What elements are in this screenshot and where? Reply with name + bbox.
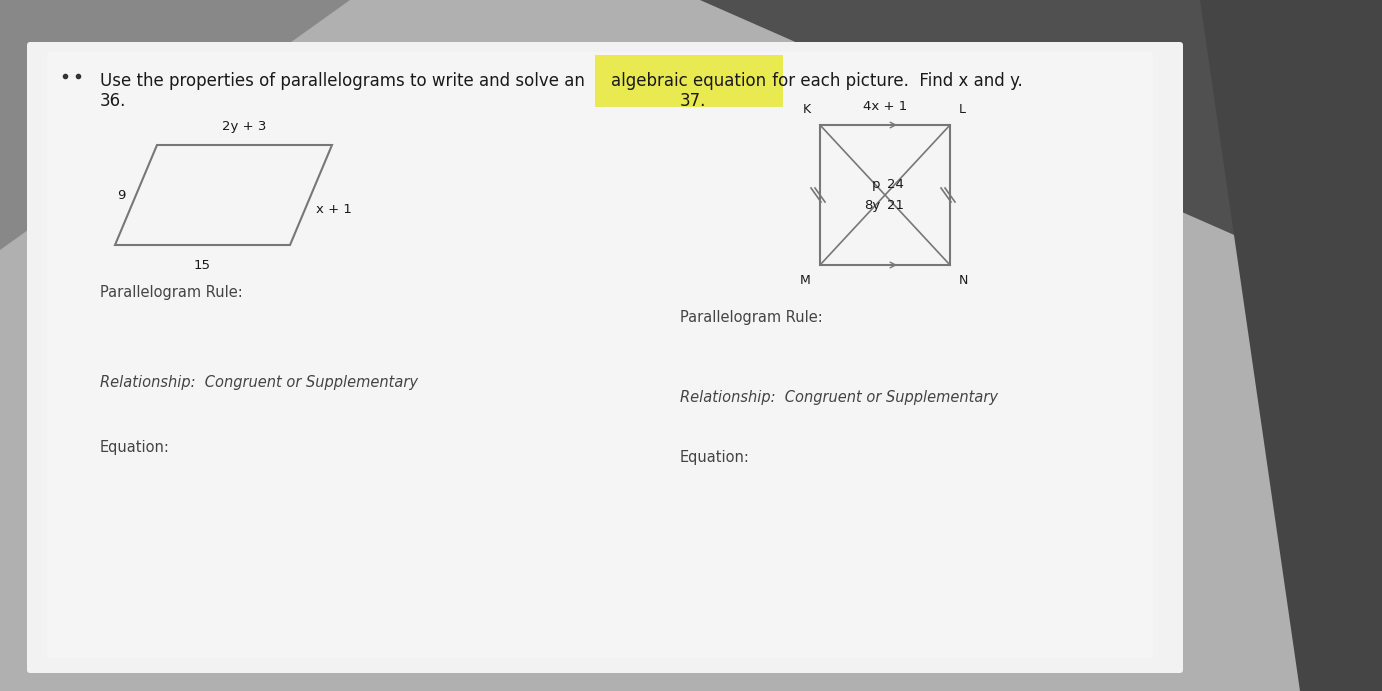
Polygon shape xyxy=(701,0,1382,300)
FancyBboxPatch shape xyxy=(47,52,1153,658)
Text: 2y + 3: 2y + 3 xyxy=(223,120,267,133)
Text: Equation:: Equation: xyxy=(100,440,170,455)
Text: 24: 24 xyxy=(887,178,904,191)
Text: L: L xyxy=(959,103,966,116)
Text: 9: 9 xyxy=(117,189,126,202)
Text: Parallelogram Rule:: Parallelogram Rule: xyxy=(100,285,243,300)
Text: 21: 21 xyxy=(887,199,904,212)
Text: 15: 15 xyxy=(193,259,211,272)
Text: 4x + 1: 4x + 1 xyxy=(862,100,907,113)
Text: for each picture.  Find x and y.: for each picture. Find x and y. xyxy=(767,72,1023,90)
Text: Parallelogram Rule:: Parallelogram Rule: xyxy=(680,310,822,325)
Text: 37.: 37. xyxy=(680,92,706,110)
Text: K: K xyxy=(803,103,811,116)
FancyBboxPatch shape xyxy=(28,42,1183,673)
Text: Relationship:  Congruent or Supplementary: Relationship: Congruent or Supplementary xyxy=(100,375,417,390)
Text: 36.: 36. xyxy=(100,92,126,110)
Polygon shape xyxy=(0,0,350,250)
Text: Use the properties of parallelograms to write and solve an: Use the properties of parallelograms to … xyxy=(100,72,590,90)
Text: 8y: 8y xyxy=(864,199,880,212)
Text: x + 1: x + 1 xyxy=(316,203,352,216)
Text: Equation:: Equation: xyxy=(680,450,750,465)
Text: N: N xyxy=(959,274,969,287)
Text: M: M xyxy=(800,274,811,287)
Text: Relationship:  Congruent or Supplementary: Relationship: Congruent or Supplementary xyxy=(680,390,998,405)
Text: p: p xyxy=(872,178,880,191)
Text: algebraic equation: algebraic equation xyxy=(611,72,767,90)
Polygon shape xyxy=(1200,0,1382,691)
